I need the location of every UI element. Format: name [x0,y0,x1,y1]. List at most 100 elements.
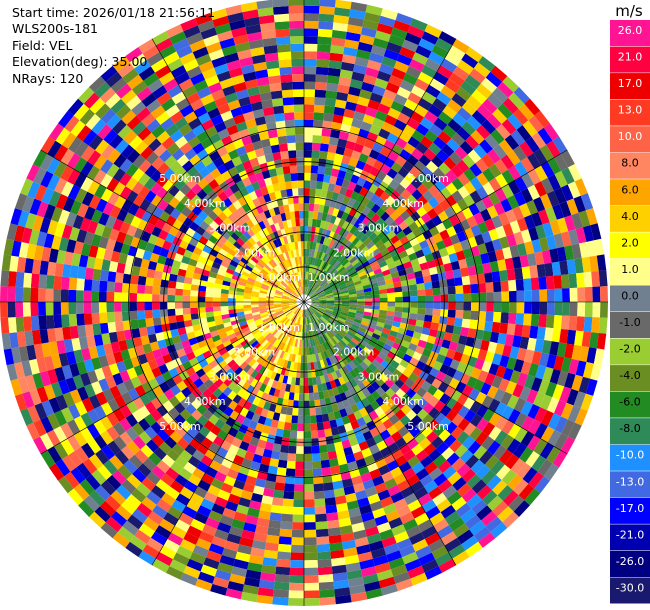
range-gate [311,150,320,159]
range-gate [321,382,328,392]
range-gate [193,105,208,118]
range-gate [393,473,407,485]
range-gate [301,309,304,318]
azimuth-line [40,301,305,455]
range-gate [487,341,498,354]
range-gate [296,331,300,340]
range-gate [495,416,508,431]
range-gate [273,303,282,306]
range-gate [268,387,276,396]
range-gate [311,346,316,355]
range-gate [304,598,320,606]
range-gate [422,190,434,202]
range-gate [324,332,331,341]
range-gate [29,198,42,216]
range-gate [419,354,429,365]
colorbar-swatch [610,73,650,101]
range-gate [129,302,137,312]
range-gate [345,372,354,381]
range-gate [499,269,509,282]
range-gate [274,276,282,283]
range-gate [295,142,304,151]
range-gate [223,117,236,129]
range-gate [94,405,107,420]
colorbar-label: -17.0 [616,502,644,515]
colorbar-swatch [610,312,650,340]
range-gate [433,473,448,487]
range-gate [25,374,37,392]
range-gate [364,12,381,23]
range-gate [216,70,232,82]
range-gate [501,118,517,135]
range-gate [516,372,529,387]
range-gate [317,352,323,361]
range-gate [83,495,100,512]
range-gate [188,237,199,247]
range-gate [477,282,487,293]
range-gate [314,196,321,205]
range-gate [364,298,373,302]
range-gate [105,495,121,511]
range-gate [343,275,352,282]
range-gate [415,420,428,432]
range-gate [463,194,476,207]
range-gate [225,92,239,104]
range-gate [267,309,276,314]
range-gate [137,463,152,478]
range-gate [267,527,281,537]
scan-info: Start time: 2026/01/18 21:56:11 WLS200s-… [12,5,215,87]
range-gate [32,215,44,232]
range-gate [448,45,466,60]
range-gate [467,440,482,455]
range-gate [304,347,307,356]
range-gate [145,277,154,287]
range-gate [345,263,354,271]
range-gate [507,394,520,409]
range-gate [93,419,107,435]
range-gate [240,591,258,603]
range-gate [226,329,235,336]
range-gate [327,183,336,192]
range-gate [145,317,154,327]
range-gate [130,376,142,389]
range-gate [187,166,199,178]
range-gate [302,271,304,280]
range-gate [182,295,191,302]
range-gate [352,200,361,210]
range-gate [148,138,162,152]
range-gate [147,78,164,93]
range-gate [282,220,289,229]
range-gate [357,41,373,53]
range-gate [56,340,67,355]
range-gate [409,357,420,367]
range-gate [332,325,340,333]
range-gate [284,112,295,121]
range-gate [192,142,205,155]
range-gate [401,285,410,292]
range-gate [220,302,229,307]
range-gate [315,219,322,228]
range-gate [189,39,206,53]
range-gate [293,273,297,281]
range-gate [294,385,300,394]
range-gate [175,166,187,179]
range-gate [466,115,482,130]
range-gate [302,264,304,272]
range-gate [372,117,385,129]
range-gate [419,474,434,487]
range-gate [287,337,293,346]
range-gate [65,212,77,227]
range-gate [419,117,434,130]
range-gate [514,161,528,177]
range-gate [283,260,289,269]
range-gate [338,236,346,245]
range-gate [227,248,237,257]
range-gate [552,450,568,468]
range-gate [118,252,128,265]
range-gate [304,544,318,553]
range-gate [312,468,323,477]
range-gate [294,210,300,219]
range-gate [258,248,266,257]
range-gate [334,99,347,109]
range-gate [280,228,287,237]
